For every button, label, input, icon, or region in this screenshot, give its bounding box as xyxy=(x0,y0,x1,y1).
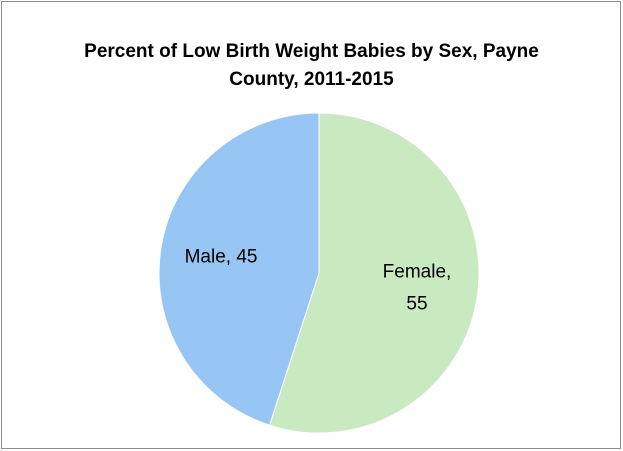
pie-slice xyxy=(268,112,480,434)
data-label: Male, 45 xyxy=(185,246,258,267)
data-label: Female, 55 xyxy=(383,262,452,315)
pie-slice xyxy=(158,112,320,426)
chart-title: Percent of Low Birth Weight Babies by Se… xyxy=(84,41,539,90)
